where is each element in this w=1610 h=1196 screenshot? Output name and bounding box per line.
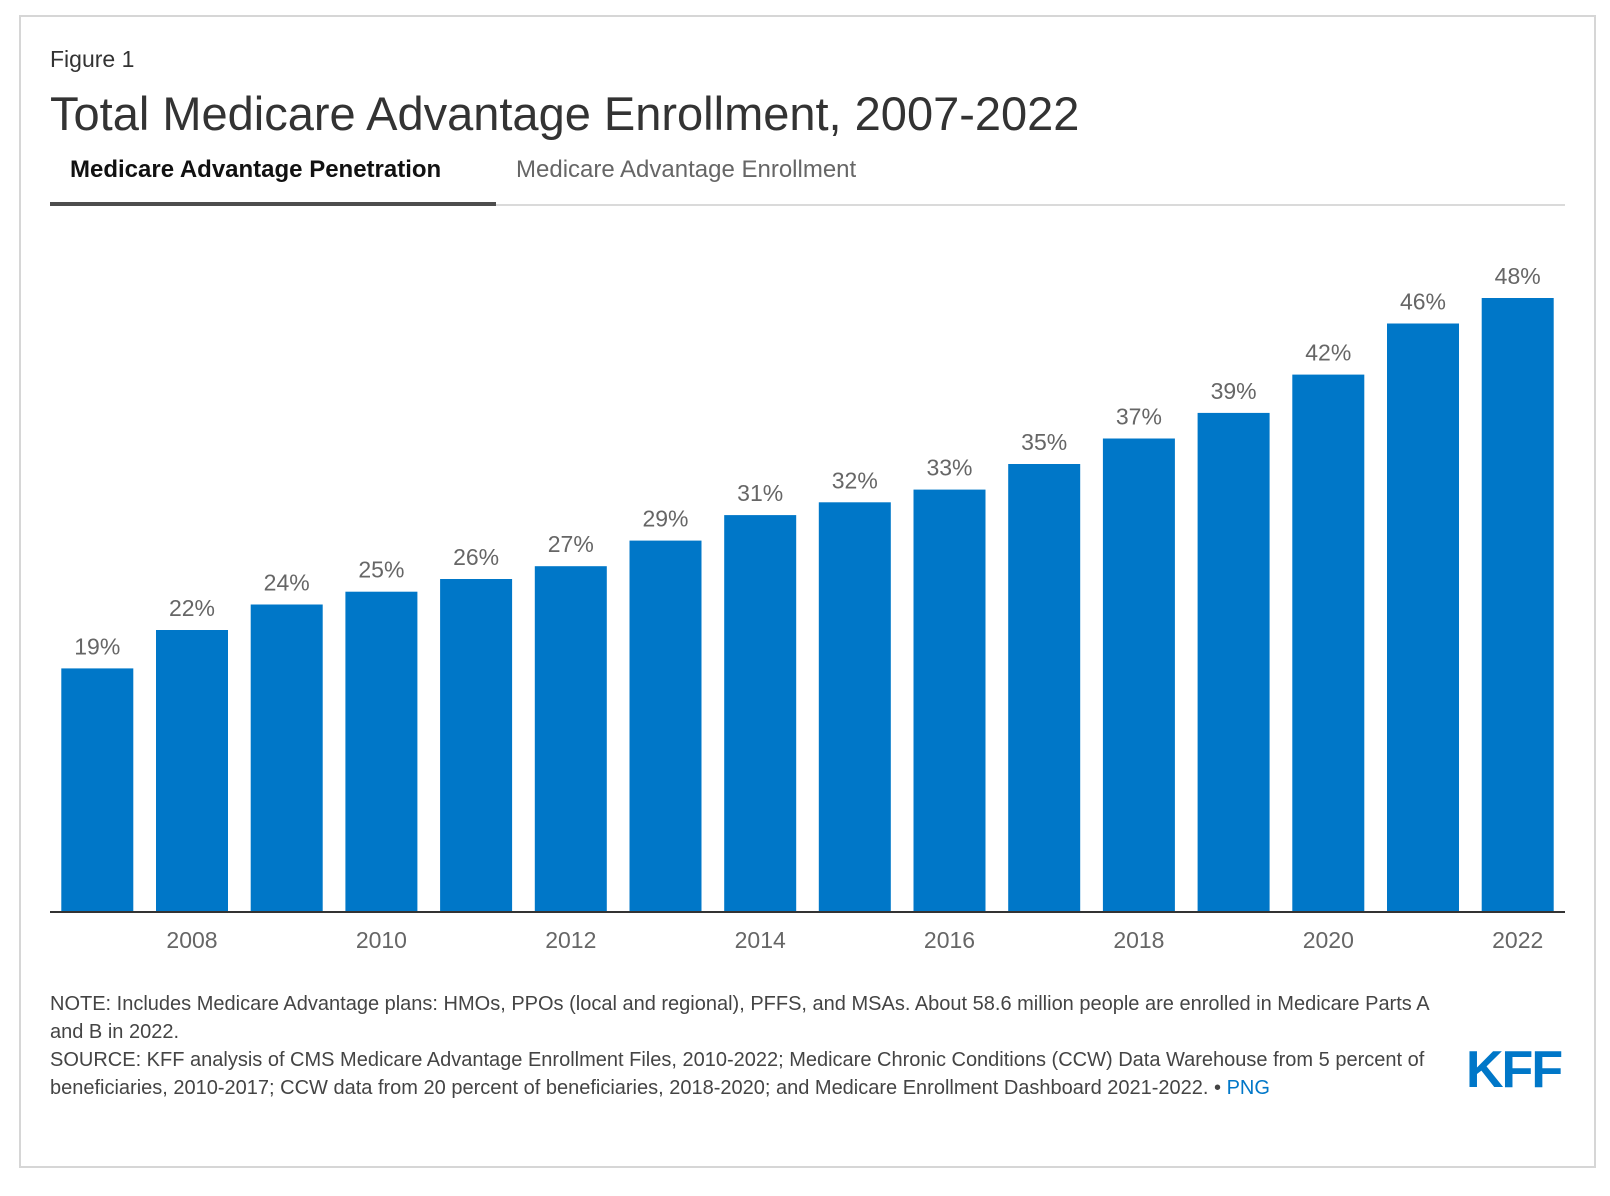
x-tick-2008: 2008 <box>166 927 217 953</box>
data-label-2022: 48% <box>1495 263 1541 289</box>
data-label-2009: 24% <box>264 570 310 596</box>
data-label-2021: 46% <box>1400 289 1446 315</box>
bar-2010 <box>345 591 418 911</box>
x-tick-2018: 2018 <box>1113 927 1164 953</box>
x-tick-2010: 2010 <box>356 927 407 953</box>
data-label-2013: 29% <box>642 506 688 532</box>
bar-2017 <box>1008 464 1081 911</box>
data-label-2019: 39% <box>1211 378 1257 404</box>
data-label-2012: 27% <box>548 531 594 557</box>
bar-2012 <box>534 566 607 911</box>
bar-2014 <box>724 515 797 911</box>
footnote: NOTE: Includes Medicare Advantage plans:… <box>50 990 1450 1102</box>
x-tick-2014: 2014 <box>735 927 786 953</box>
x-tick-2012: 2012 <box>545 927 596 953</box>
bar-2018 <box>1102 438 1175 911</box>
tab-active-indicator <box>50 202 496 206</box>
tab-enrollment[interactable]: Medicare Advantage Enrollment <box>516 156 857 183</box>
data-label-2007: 19% <box>74 633 120 659</box>
bar-2022 <box>1481 298 1554 911</box>
bar-2020 <box>1292 374 1365 912</box>
tab-penetration[interactable]: Medicare Advantage Penetration <box>70 156 442 183</box>
bar-2019 <box>1197 412 1270 911</box>
data-label-2014: 31% <box>737 480 783 506</box>
bar-2013 <box>629 540 702 911</box>
png-download-link[interactable]: PNG <box>1226 1077 1270 1099</box>
data-label-2010: 25% <box>358 557 404 583</box>
data-label-2015: 32% <box>832 467 878 493</box>
data-label-2008: 22% <box>169 595 215 621</box>
x-tick-2022: 2022 <box>1492 927 1543 953</box>
note-text: NOTE: Includes Medicare Advantage plans:… <box>50 993 1429 1043</box>
x-tick-2016: 2016 <box>924 927 975 953</box>
data-label-2017: 35% <box>1021 429 1067 455</box>
figure-frame <box>19 15 1596 1168</box>
bar-2008 <box>156 630 228 911</box>
source-line: SOURCE: KFF analysis of CMS Medicare Adv… <box>50 1046 1450 1102</box>
data-label-2018: 37% <box>1116 404 1162 430</box>
data-label-2011: 26% <box>453 544 499 570</box>
bar-2009 <box>250 604 323 911</box>
bar-2015 <box>818 502 891 911</box>
source-text: SOURCE: KFF analysis of CMS Medicare Adv… <box>50 1049 1425 1099</box>
data-label-2020: 42% <box>1305 340 1351 366</box>
data-label-2016: 33% <box>926 455 972 481</box>
x-tick-2020: 2020 <box>1303 927 1354 953</box>
tab-bar: Medicare Advantage Penetration Medicare … <box>50 150 1565 206</box>
bar-2007 <box>61 668 134 911</box>
chart-title: Total Medicare Advantage Enrollment, 200… <box>50 87 1080 140</box>
tab-bar-divider <box>50 204 1565 206</box>
bar-2016 <box>913 489 986 911</box>
bar-2011 <box>440 579 513 911</box>
figure-label: Figure 1 <box>50 46 135 72</box>
bar-2021 <box>1387 323 1459 911</box>
kff-logo: KFF <box>1466 1041 1563 1099</box>
